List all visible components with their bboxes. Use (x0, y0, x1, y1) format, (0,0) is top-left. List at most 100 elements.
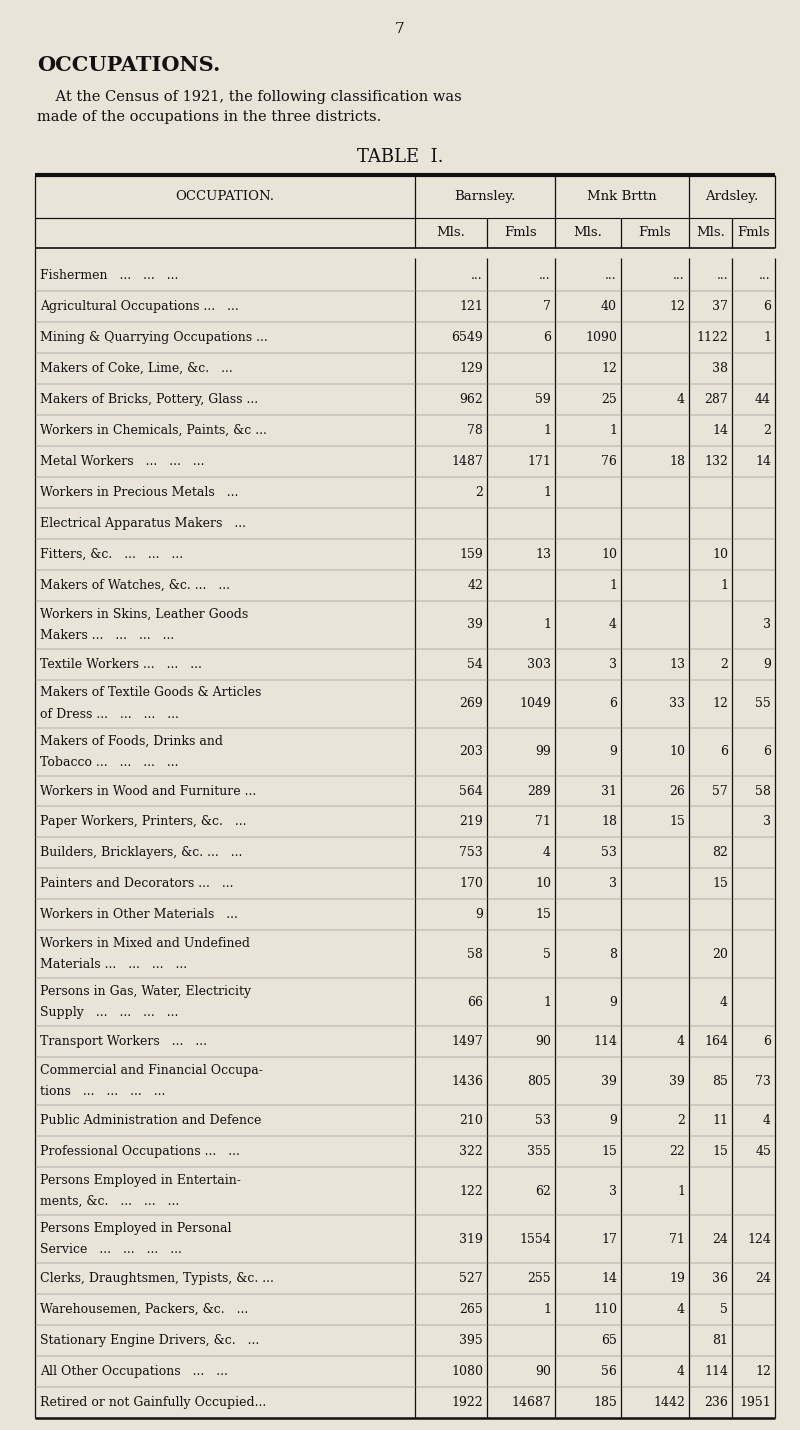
Text: 15: 15 (601, 1145, 617, 1158)
Text: 25: 25 (602, 393, 617, 406)
Text: Warehousemen, Packers, &c.   ...: Warehousemen, Packers, &c. ... (40, 1303, 248, 1316)
Text: 6: 6 (720, 745, 728, 758)
Text: 11: 11 (712, 1114, 728, 1127)
Text: OCCUPATION.: OCCUPATION. (175, 190, 274, 203)
Text: 4: 4 (720, 995, 728, 1008)
Text: Supply   ...   ...   ...   ...: Supply ... ... ... ... (40, 1007, 178, 1020)
Text: Fishermen   ...   ...   ...: Fishermen ... ... ... (40, 269, 178, 282)
Text: Fmls: Fmls (505, 226, 538, 239)
Text: 26: 26 (669, 785, 685, 798)
Text: Mls.: Mls. (437, 226, 466, 239)
Text: 9: 9 (609, 745, 617, 758)
Text: 45: 45 (755, 1145, 771, 1158)
Text: 15: 15 (669, 815, 685, 828)
Text: 5: 5 (543, 948, 551, 961)
Text: At the Census of 1921, the following classification was: At the Census of 1921, the following cla… (37, 90, 462, 104)
Text: 53: 53 (601, 847, 617, 859)
Text: 210: 210 (459, 1114, 483, 1127)
Text: 114: 114 (593, 1035, 617, 1048)
Text: 58: 58 (467, 948, 483, 961)
Text: 132: 132 (704, 455, 728, 468)
Text: 22: 22 (670, 1145, 685, 1158)
Text: Transport Workers   ...   ...: Transport Workers ... ... (40, 1035, 207, 1048)
Text: 219: 219 (459, 815, 483, 828)
Text: 171: 171 (527, 455, 551, 468)
Text: Makers of Textile Goods & Articles: Makers of Textile Goods & Articles (40, 686, 262, 699)
Text: 1436: 1436 (451, 1075, 483, 1088)
Text: Clerks, Draughtsmen, Typists, &c. ...: Clerks, Draughtsmen, Typists, &c. ... (40, 1273, 274, 1286)
Text: Retired or not Gainfully Occupied...: Retired or not Gainfully Occupied... (40, 1396, 266, 1409)
Text: 85: 85 (712, 1075, 728, 1088)
Text: Fmls: Fmls (638, 226, 671, 239)
Text: of Dress ...   ...   ...   ...: of Dress ... ... ... ... (40, 708, 179, 721)
Text: 99: 99 (535, 745, 551, 758)
Text: 14687: 14687 (511, 1396, 551, 1409)
Text: 1: 1 (609, 579, 617, 592)
Text: Persons in Gas, Water, Electricity: Persons in Gas, Water, Electricity (40, 985, 251, 998)
Text: 37: 37 (712, 300, 728, 313)
Text: 1: 1 (763, 330, 771, 343)
Text: TABLE  I.: TABLE I. (357, 147, 443, 166)
Text: 7: 7 (543, 300, 551, 313)
Text: Professional Occupations ...   ...: Professional Occupations ... ... (40, 1145, 240, 1158)
Text: 42: 42 (467, 579, 483, 592)
Text: 564: 564 (459, 785, 483, 798)
Text: 2: 2 (677, 1114, 685, 1127)
Text: 4: 4 (609, 618, 617, 631)
Text: 53: 53 (535, 1114, 551, 1127)
Text: 1: 1 (609, 423, 617, 436)
Text: 12: 12 (755, 1366, 771, 1379)
Text: 265: 265 (459, 1303, 483, 1316)
Text: 44: 44 (755, 393, 771, 406)
Text: 40: 40 (601, 300, 617, 313)
Text: Ardsley.: Ardsley. (706, 190, 758, 203)
Text: 66: 66 (467, 995, 483, 1008)
Text: 57: 57 (712, 785, 728, 798)
Text: 3: 3 (763, 618, 771, 631)
Text: 39: 39 (467, 618, 483, 631)
Text: 1090: 1090 (585, 330, 617, 343)
Text: 19: 19 (669, 1273, 685, 1286)
Text: 287: 287 (704, 393, 728, 406)
Text: 322: 322 (459, 1145, 483, 1158)
Text: 9: 9 (475, 908, 483, 921)
Text: 15: 15 (535, 908, 551, 921)
Text: 4: 4 (543, 847, 551, 859)
Text: 1: 1 (543, 618, 551, 631)
Text: 753: 753 (459, 847, 483, 859)
Text: 1: 1 (543, 1303, 551, 1316)
Text: Materials ...   ...   ...   ...: Materials ... ... ... ... (40, 958, 187, 971)
Text: Persons Employed in Entertain-: Persons Employed in Entertain- (40, 1174, 241, 1187)
Text: Paper Workers, Printers, &c.   ...: Paper Workers, Printers, &c. ... (40, 815, 246, 828)
Text: ...: ... (716, 269, 728, 282)
Text: 36: 36 (712, 1273, 728, 1286)
Text: 2: 2 (475, 486, 483, 499)
Text: 805: 805 (527, 1075, 551, 1088)
Text: 9: 9 (609, 1114, 617, 1127)
Text: 1: 1 (720, 579, 728, 592)
Text: 10: 10 (535, 878, 551, 891)
Text: 8: 8 (609, 948, 617, 961)
Text: 1: 1 (543, 995, 551, 1008)
Text: 38: 38 (712, 362, 728, 375)
Text: 10: 10 (669, 745, 685, 758)
Text: 76: 76 (601, 455, 617, 468)
Text: Makers of Foods, Drinks and: Makers of Foods, Drinks and (40, 735, 223, 748)
Text: 10: 10 (712, 548, 728, 561)
Text: OCCUPATIONS.: OCCUPATIONS. (37, 54, 220, 74)
Text: All Other Occupations   ...   ...: All Other Occupations ... ... (40, 1366, 228, 1379)
Text: 24: 24 (712, 1233, 728, 1246)
Text: 3: 3 (763, 815, 771, 828)
Text: Textile Workers ...   ...   ...: Textile Workers ... ... ... (40, 658, 202, 671)
Text: 1: 1 (677, 1184, 685, 1198)
Text: 1497: 1497 (451, 1035, 483, 1048)
Text: 24: 24 (755, 1273, 771, 1286)
Text: 164: 164 (704, 1035, 728, 1048)
Text: 4: 4 (677, 393, 685, 406)
Text: 1922: 1922 (451, 1396, 483, 1409)
Text: 129: 129 (459, 362, 483, 375)
Text: 90: 90 (535, 1035, 551, 1048)
Text: 9: 9 (609, 995, 617, 1008)
Text: 159: 159 (459, 548, 483, 561)
Text: 71: 71 (669, 1233, 685, 1246)
